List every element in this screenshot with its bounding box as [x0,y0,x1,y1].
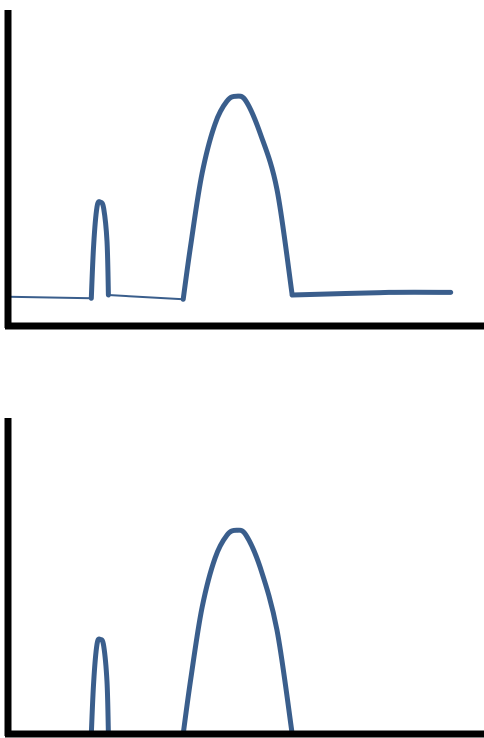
series-line-segment [88,636,111,734]
series-line-segment [7,295,93,300]
baseline-corrected-chart [4,418,484,738]
series-line-segment [88,199,111,301]
plot-area [88,527,295,734]
series-line-segment [289,289,454,298]
plot-area [7,93,454,302]
series-line-segment [180,93,295,302]
baseline-chart [4,10,484,330]
series-line-segment [107,294,185,301]
series-line-segment [180,527,295,734]
